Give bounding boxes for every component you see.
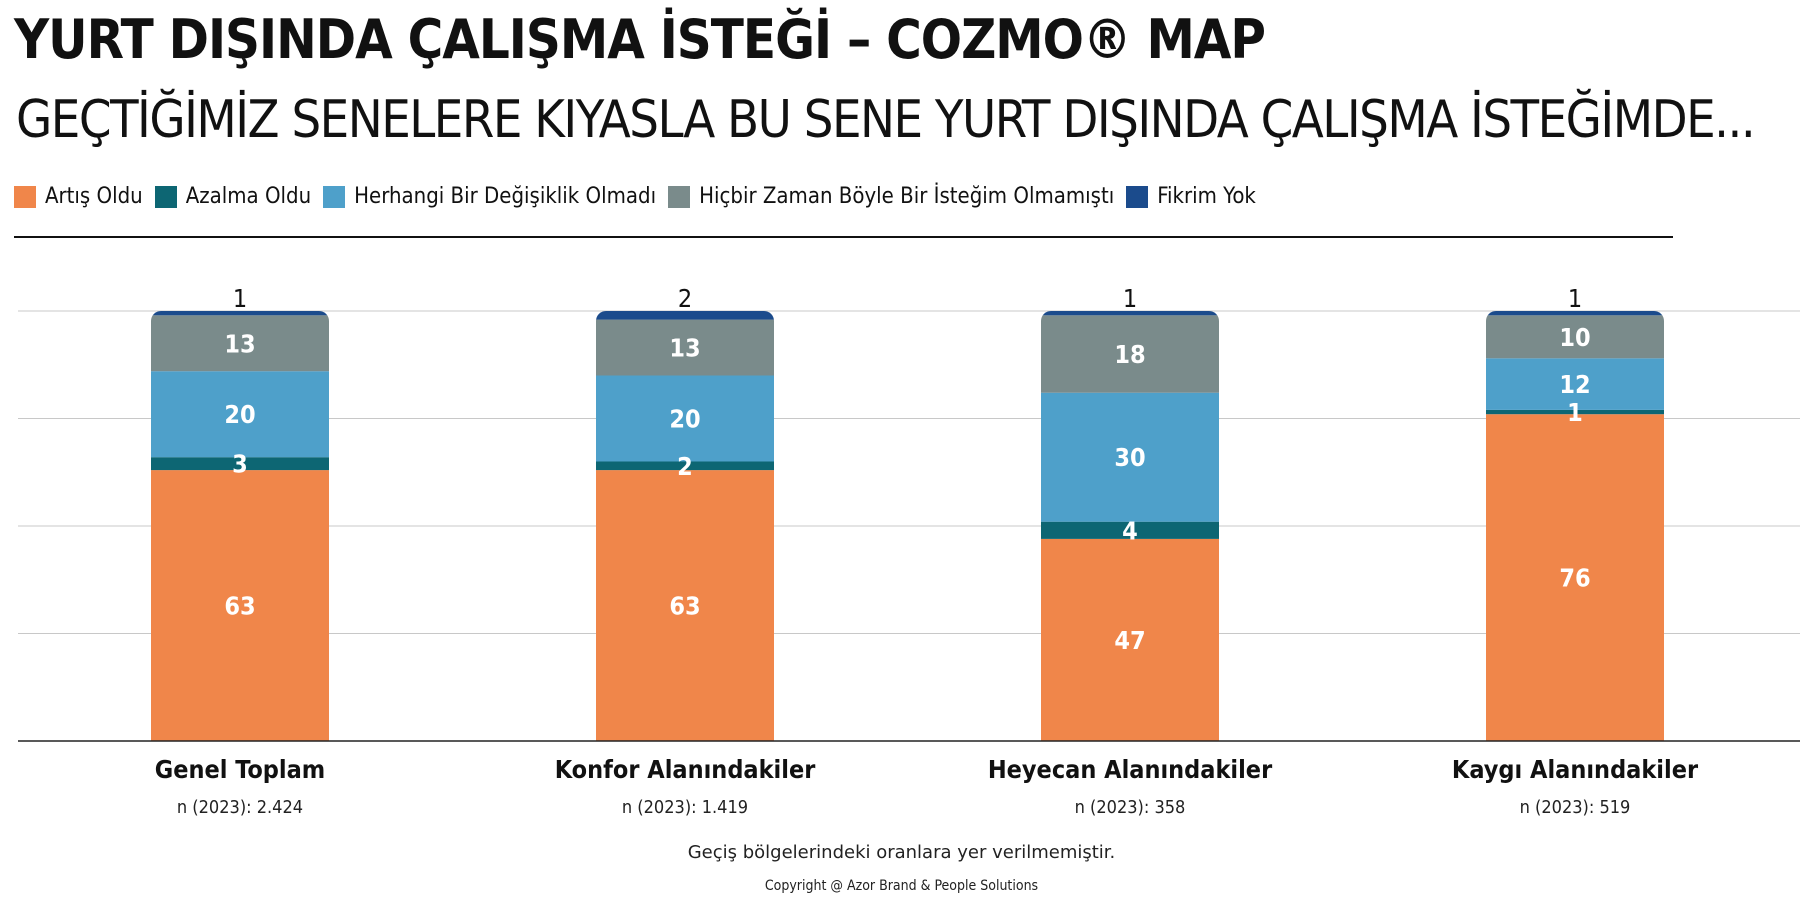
legend-swatch-azalma <box>154 185 177 208</box>
legend-label-hicbir-zaman: Hiçbir Zaman Böyle Bir İsteğim Olmamıştı <box>699 184 1115 209</box>
footnote: Geçiş bölgelerindeki oranlara yer verilm… <box>687 842 1116 863</box>
legend-divider <box>14 236 1673 238</box>
bar-segment <box>596 375 774 462</box>
data-label: 10 <box>1559 323 1590 352</box>
bar-segment <box>1486 311 1664 316</box>
legend-swatch-artis <box>14 185 36 208</box>
sample-size-label: n (2023): 2.424 <box>177 797 303 818</box>
data-label: 76 <box>1559 564 1590 593</box>
bar-segment <box>1041 392 1219 522</box>
data-label: 20 <box>669 405 700 434</box>
data-label: 1 <box>1123 284 1137 313</box>
legend-item-azalma: Azalma Oldu <box>154 184 312 209</box>
legend-label-fikrim-yok: Fikrim Yok <box>1157 184 1256 209</box>
bar-segment <box>1486 358 1664 410</box>
legend-label-artis: Artış Oldu <box>45 184 143 209</box>
data-label: 13 <box>224 329 255 358</box>
sample-size-label: n (2023): 1.419 <box>622 797 748 818</box>
sample-size-label: n (2023): 519 <box>1520 797 1631 818</box>
data-label: 63 <box>669 592 700 621</box>
bar-segment <box>151 371 329 458</box>
data-label: 12 <box>1559 370 1590 399</box>
data-label: 47 <box>1114 626 1145 655</box>
legend-swatch-fikrim-yok <box>1126 185 1149 208</box>
data-label: 1 <box>233 284 247 313</box>
bar-segment <box>596 311 774 320</box>
data-label: 3 <box>232 450 248 479</box>
legend-item-fikrim-yok: Fikrim Yok <box>1126 184 1256 209</box>
bar-segment <box>596 319 774 376</box>
data-label: 2 <box>677 452 693 481</box>
legend-item-degisiklik-yok: Herhangi Bir Değişiklik Olmadı <box>323 184 656 209</box>
copyright: Copyright @ Azor Brand & People Solution… <box>764 878 1039 894</box>
bar-segment <box>151 457 329 471</box>
bar-segment <box>151 315 329 372</box>
legend-swatch-degisiklik-yok <box>323 185 346 208</box>
legend-item-hicbir-zaman: Hiçbir Zaman Böyle Bir İsteğim Olmamıştı <box>668 184 1114 209</box>
bar-segment <box>596 461 774 471</box>
data-label: 4 <box>1122 516 1138 545</box>
bar-segment <box>1041 311 1219 316</box>
bar-segment <box>1486 409 1664 415</box>
data-label: 30 <box>1114 443 1145 472</box>
category-label: Genel Toplam <box>155 755 325 784</box>
chart-title: YURT DIŞINDA ÇALIŞMA İSTEĞİ – COZMO® MAP <box>14 8 1266 71</box>
bar-stack <box>1041 311 1219 741</box>
data-label: 13 <box>669 334 700 363</box>
sample-size-label: n (2023): 358 <box>1075 797 1186 818</box>
chart-subtitle: GEÇTİĞİMİZ SENELERE KIYASLA BU SENE YURT… <box>16 90 1756 150</box>
bar-segment <box>1041 538 1219 741</box>
bar-segment <box>151 470 329 741</box>
bar-segment <box>1041 315 1219 393</box>
bar-segment <box>1486 414 1664 741</box>
bar-segment <box>1041 521 1219 539</box>
bar-stack <box>596 311 774 741</box>
category-label: Konfor Alanındakiler <box>555 755 817 784</box>
legend-swatch-hicbir-zaman <box>668 185 691 208</box>
bar-stack <box>151 311 329 741</box>
data-label: 1 <box>1567 398 1583 427</box>
legend-label-azalma: Azalma Oldu <box>185 184 312 209</box>
data-label: 63 <box>224 592 255 621</box>
data-label: 18 <box>1114 340 1145 369</box>
legend-label-degisiklik-yok: Herhangi Bir Değişiklik Olmadı <box>354 184 657 209</box>
stacked-bar-chart: 63 3 20 13 1 Genel Toplam n (2023): 2.424 63 2 20… <box>18 284 1800 818</box>
category-label: Kaygı Alanındakiler <box>1452 755 1699 784</box>
legend: Artış Oldu Azalma Oldu Herhangi Bir Deği… <box>14 184 1268 209</box>
bar-segment <box>596 470 774 741</box>
data-label: 2 <box>678 284 692 313</box>
data-label: 1 <box>1568 284 1582 313</box>
bar-stack <box>1486 311 1664 741</box>
category-label: Heyecan Alanındakiler <box>988 755 1273 784</box>
data-label: 20 <box>224 400 255 429</box>
legend-item-artis: Artış Oldu <box>14 184 143 209</box>
bar-segment <box>151 311 329 316</box>
bar-segment <box>1486 315 1664 359</box>
